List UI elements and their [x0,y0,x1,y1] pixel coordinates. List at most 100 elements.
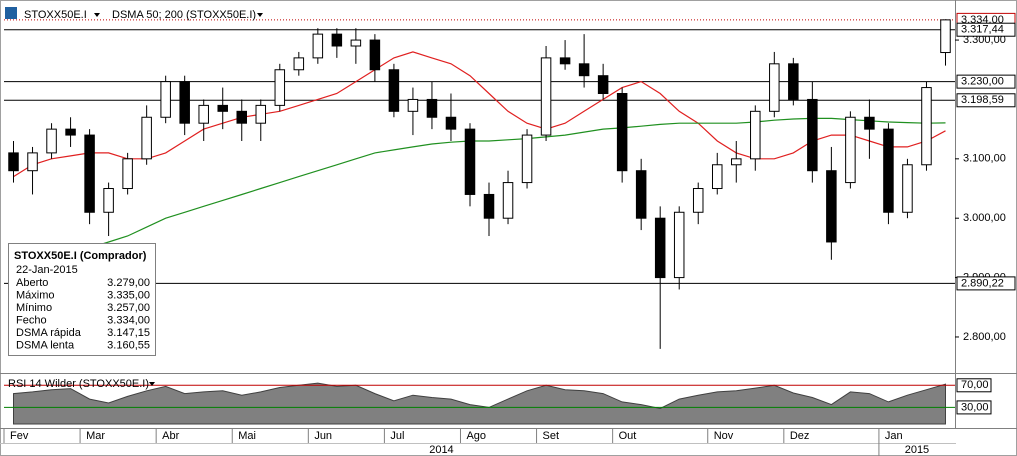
candle-body [635,170,647,219]
info-label: DSMA rápida [16,327,82,339]
dropdown-arrow[interactable] [257,13,263,17]
candle-body [27,152,38,172]
candle-body [597,75,609,95]
level-box [956,276,1016,291]
candle-body [464,128,476,195]
candle-body [274,69,286,106]
info-value: 3.334,00 [107,314,150,326]
rsi-level-box [956,400,992,415]
candle-body [217,104,228,112]
x-tick-label: Mai [238,430,256,442]
candle-body [65,128,76,136]
info-label: DSMA lenta [16,339,75,351]
candle-body [616,93,628,172]
rsi-title[interactable]: RSI 14 Wilder (STOXX50E.I) [8,378,149,390]
candle-body [160,81,171,118]
price-pane [4,19,955,349]
year-label: 2015 [905,444,929,456]
x-tick-label: Ago [466,430,486,442]
info-value: 3.279,00 [107,277,150,289]
candle-body [369,39,381,71]
candle-body [426,98,438,118]
candle-body [141,116,152,160]
candle-body [483,193,495,219]
y-tick-label: 3.000,00 [963,212,1006,224]
candle-body [350,39,362,47]
candle-body [8,152,19,172]
year-label: 2014 [429,444,453,456]
level-box [956,22,1016,37]
candle-body [312,33,324,59]
candle-body [826,170,837,243]
info-box-frame [8,243,156,356]
candle-body [179,81,190,124]
candle-body [692,188,704,213]
level-label: 3.317,44 [961,24,1004,36]
moving-average [13,51,946,178]
y-tick-label: 3.100,00 [963,153,1006,165]
x-tick-label: Dez [790,430,810,442]
candle-body [236,110,248,124]
candle-body [864,116,875,130]
level-box [956,93,1016,108]
candle-body [198,104,209,124]
x-tick-label: Abr [162,430,179,442]
candle-body [540,57,552,136]
candle-body [711,164,723,190]
x-tick-label: Jun [314,430,332,442]
candle-body [84,134,95,213]
candle-body [502,182,514,219]
candle-body [559,57,571,65]
level-label: 2.890,22 [961,277,1004,289]
x-tick-label: Set [543,430,560,442]
candle-body [673,211,685,279]
y-tick-label: 3.300,00 [963,34,1006,46]
rsi-level-box [956,378,992,393]
candle-body [921,87,932,166]
y-tick-label: 2.800,00 [963,331,1006,343]
candle-body [788,63,799,100]
candle-body [388,69,400,112]
x-tick-label: Jul [390,430,404,442]
level-box [956,74,1016,89]
symbol[interactable]: STOXX50E.I [24,9,87,21]
info-label: Aberto [16,277,48,289]
rsi-pane [4,382,955,425]
candle-body [845,116,856,184]
level-label: 3.198,59 [961,94,1004,106]
candle-body [331,33,343,47]
candle-body [445,116,457,130]
info-value: 3.335,00 [107,289,150,301]
info-value: 3.160,55 [107,339,150,351]
candle-body [578,63,590,77]
info-label: Máximo [16,289,55,301]
x-tick-label: Out [619,430,637,442]
candle-body [807,98,818,172]
x-tick-label: Mar [86,430,105,442]
candle-body [731,158,742,166]
info-date: 22-Jan-2015 [16,264,78,276]
study[interactable]: DSMA 50; 200 (STOXX50E.I) [112,9,256,21]
x-tick-label: Jan [885,430,903,442]
candle-body [293,57,305,71]
info-label: Mínimo [16,302,52,314]
info-value: 3.257,00 [107,302,150,314]
x-tick-label: Nov [714,430,734,442]
candle-body [122,158,133,190]
candle-body [103,188,114,213]
x-tick-label: Fev [10,430,29,442]
dropdown-arrow[interactable] [94,13,100,17]
symbol-icon[interactable] [5,7,17,19]
candle-body [940,19,951,54]
dropdown-arrow[interactable] [149,382,155,386]
candle-body [407,98,419,112]
rsi-tick-label: 30,00 [961,401,989,413]
candle-body [46,128,57,154]
candle-body [902,164,913,213]
moving-average [13,117,946,285]
candle-body [883,128,894,213]
candle-body [750,110,761,160]
candle-body [255,104,267,124]
